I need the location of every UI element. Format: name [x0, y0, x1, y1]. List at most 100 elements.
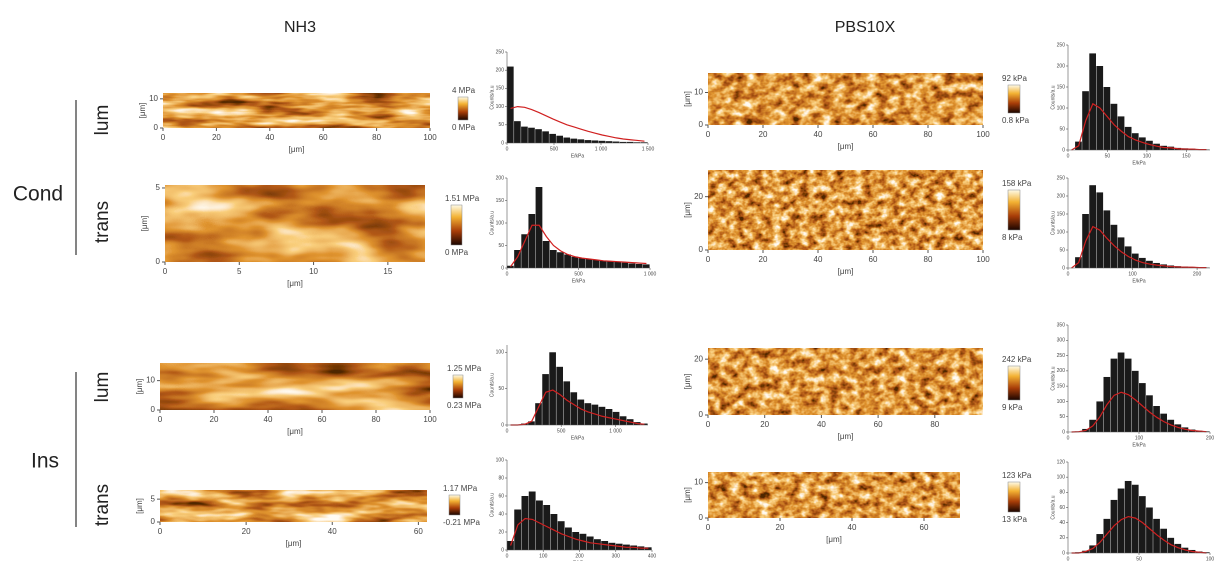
histogram-bar	[565, 527, 572, 550]
x-axis-label: [μm]	[826, 535, 842, 544]
colorbar	[448, 494, 461, 516]
x-tick-label: 80	[930, 420, 939, 429]
afm-map	[165, 185, 425, 262]
y-tick-label: 20	[694, 192, 703, 201]
y-tick-label: 40	[1059, 520, 1065, 526]
y-axis-label: Counts/a.u	[1050, 495, 1056, 519]
y-tick-label: 0	[501, 547, 504, 553]
histogram-bar	[592, 259, 600, 268]
y-tick-label: 0	[1062, 550, 1065, 556]
x-tick-label: 0	[1067, 435, 1070, 441]
histogram-bar	[1110, 224, 1118, 268]
y-tick-label: 20	[498, 529, 504, 535]
colorbar-min: 9 kPa	[1002, 403, 1023, 412]
colorbar-max: 1.51 MPa	[445, 194, 480, 203]
histogram-bar	[521, 496, 529, 550]
x-axis-label: E/kPa	[1132, 278, 1146, 284]
histogram-bar	[1131, 253, 1139, 268]
x-tick-label: 40	[265, 133, 274, 142]
y-tick-label: 120	[1057, 459, 1066, 465]
histogram-bar	[1146, 507, 1153, 553]
row-label: trans	[92, 484, 113, 526]
x-tick-label: 1 500	[642, 146, 655, 152]
y-tick-label: 250	[496, 49, 505, 55]
y-tick-label: 300	[1057, 338, 1066, 344]
histogram-bar	[549, 133, 556, 143]
histogram-bar	[640, 142, 648, 143]
histogram-bar	[514, 250, 521, 268]
x-tick-label: 40	[848, 523, 857, 532]
y-tick-label: 80	[498, 475, 504, 481]
fit-curve	[510, 389, 645, 426]
x-tick-label: 50	[1105, 153, 1111, 159]
x-tick-label: 5	[237, 267, 242, 276]
histogram-bar	[619, 141, 627, 143]
histogram-bar	[564, 254, 571, 268]
y-axis-label: [μm]	[683, 91, 692, 107]
histogram-bar	[1124, 126, 1132, 150]
histogram-bar	[563, 381, 571, 425]
y-tick-label: 10	[694, 478, 703, 487]
y-tick-label: 150	[1057, 383, 1066, 389]
y-tick-label: 10	[146, 376, 155, 385]
x-tick-label: 40	[817, 420, 826, 429]
histogram-bar	[557, 252, 564, 268]
histogram-bar	[507, 66, 514, 143]
x-tick-label: 200	[575, 553, 584, 559]
histogram-bar	[1089, 545, 1096, 553]
y-tick-label: 350	[1057, 322, 1066, 328]
histogram-bar	[514, 509, 522, 550]
column-title: PBS10X	[835, 19, 896, 36]
histogram-bar	[1103, 518, 1111, 553]
histogram-bar	[1103, 210, 1111, 268]
histogram-bar	[1131, 133, 1139, 150]
x-tick-label: 20	[759, 255, 768, 264]
x-tick-label: 0	[706, 255, 711, 264]
fit-curve	[510, 517, 649, 549]
histogram-bar	[1089, 53, 1096, 150]
histogram-bar	[591, 404, 599, 425]
histogram-bar	[1131, 370, 1139, 432]
histogram-bar	[601, 541, 609, 550]
y-tick-label: 60	[1059, 505, 1065, 511]
fit-curve	[1071, 225, 1207, 269]
histogram-bar	[626, 141, 634, 143]
histogram-bar	[1160, 413, 1167, 432]
histogram-bar	[535, 129, 542, 143]
x-tick-label: 0	[1067, 271, 1070, 277]
y-tick-label: 200	[1057, 368, 1066, 374]
histogram-bar	[614, 261, 621, 268]
histogram-bar	[628, 263, 636, 268]
y-tick-label: 5	[156, 183, 161, 192]
histogram-bar	[549, 352, 556, 425]
fit-curve	[510, 105, 645, 142]
fit-curve	[510, 224, 647, 268]
colorbar	[1007, 481, 1021, 513]
y-tick-label: 100	[496, 104, 505, 110]
x-axis-label: [μm]	[838, 432, 854, 441]
y-tick-label: 10	[149, 94, 158, 103]
y-tick-label: 0	[501, 140, 504, 146]
y-tick-label: 50	[1059, 126, 1065, 132]
x-tick-label: 1 000	[644, 271, 657, 277]
y-tick-label: 150	[496, 86, 505, 92]
x-tick-label: 60	[874, 420, 883, 429]
y-tick-label: 50	[498, 386, 504, 392]
colorbar-min: 0 MPa	[445, 248, 469, 257]
histogram-bar	[1160, 528, 1167, 553]
colorbar-max: 4 MPa	[452, 86, 476, 95]
x-tick-label: 40	[814, 255, 823, 264]
histogram-bar	[1139, 496, 1146, 553]
histogram-bar	[585, 259, 593, 268]
y-axis-label: Counts/a.u	[489, 85, 495, 109]
x-tick-label: 200	[1193, 271, 1202, 277]
y-tick-label: 40	[498, 511, 504, 517]
x-tick-label: 100	[423, 133, 437, 142]
y-axis-label: [μm]	[135, 379, 144, 395]
histogram-bar	[507, 541, 514, 550]
x-axis-label: [μm]	[287, 427, 303, 436]
colorbar-min: 0.8 kPa	[1002, 116, 1030, 125]
x-tick-label: 60	[869, 130, 878, 139]
x-tick-label: 10	[309, 267, 318, 276]
afm-map	[708, 170, 983, 250]
